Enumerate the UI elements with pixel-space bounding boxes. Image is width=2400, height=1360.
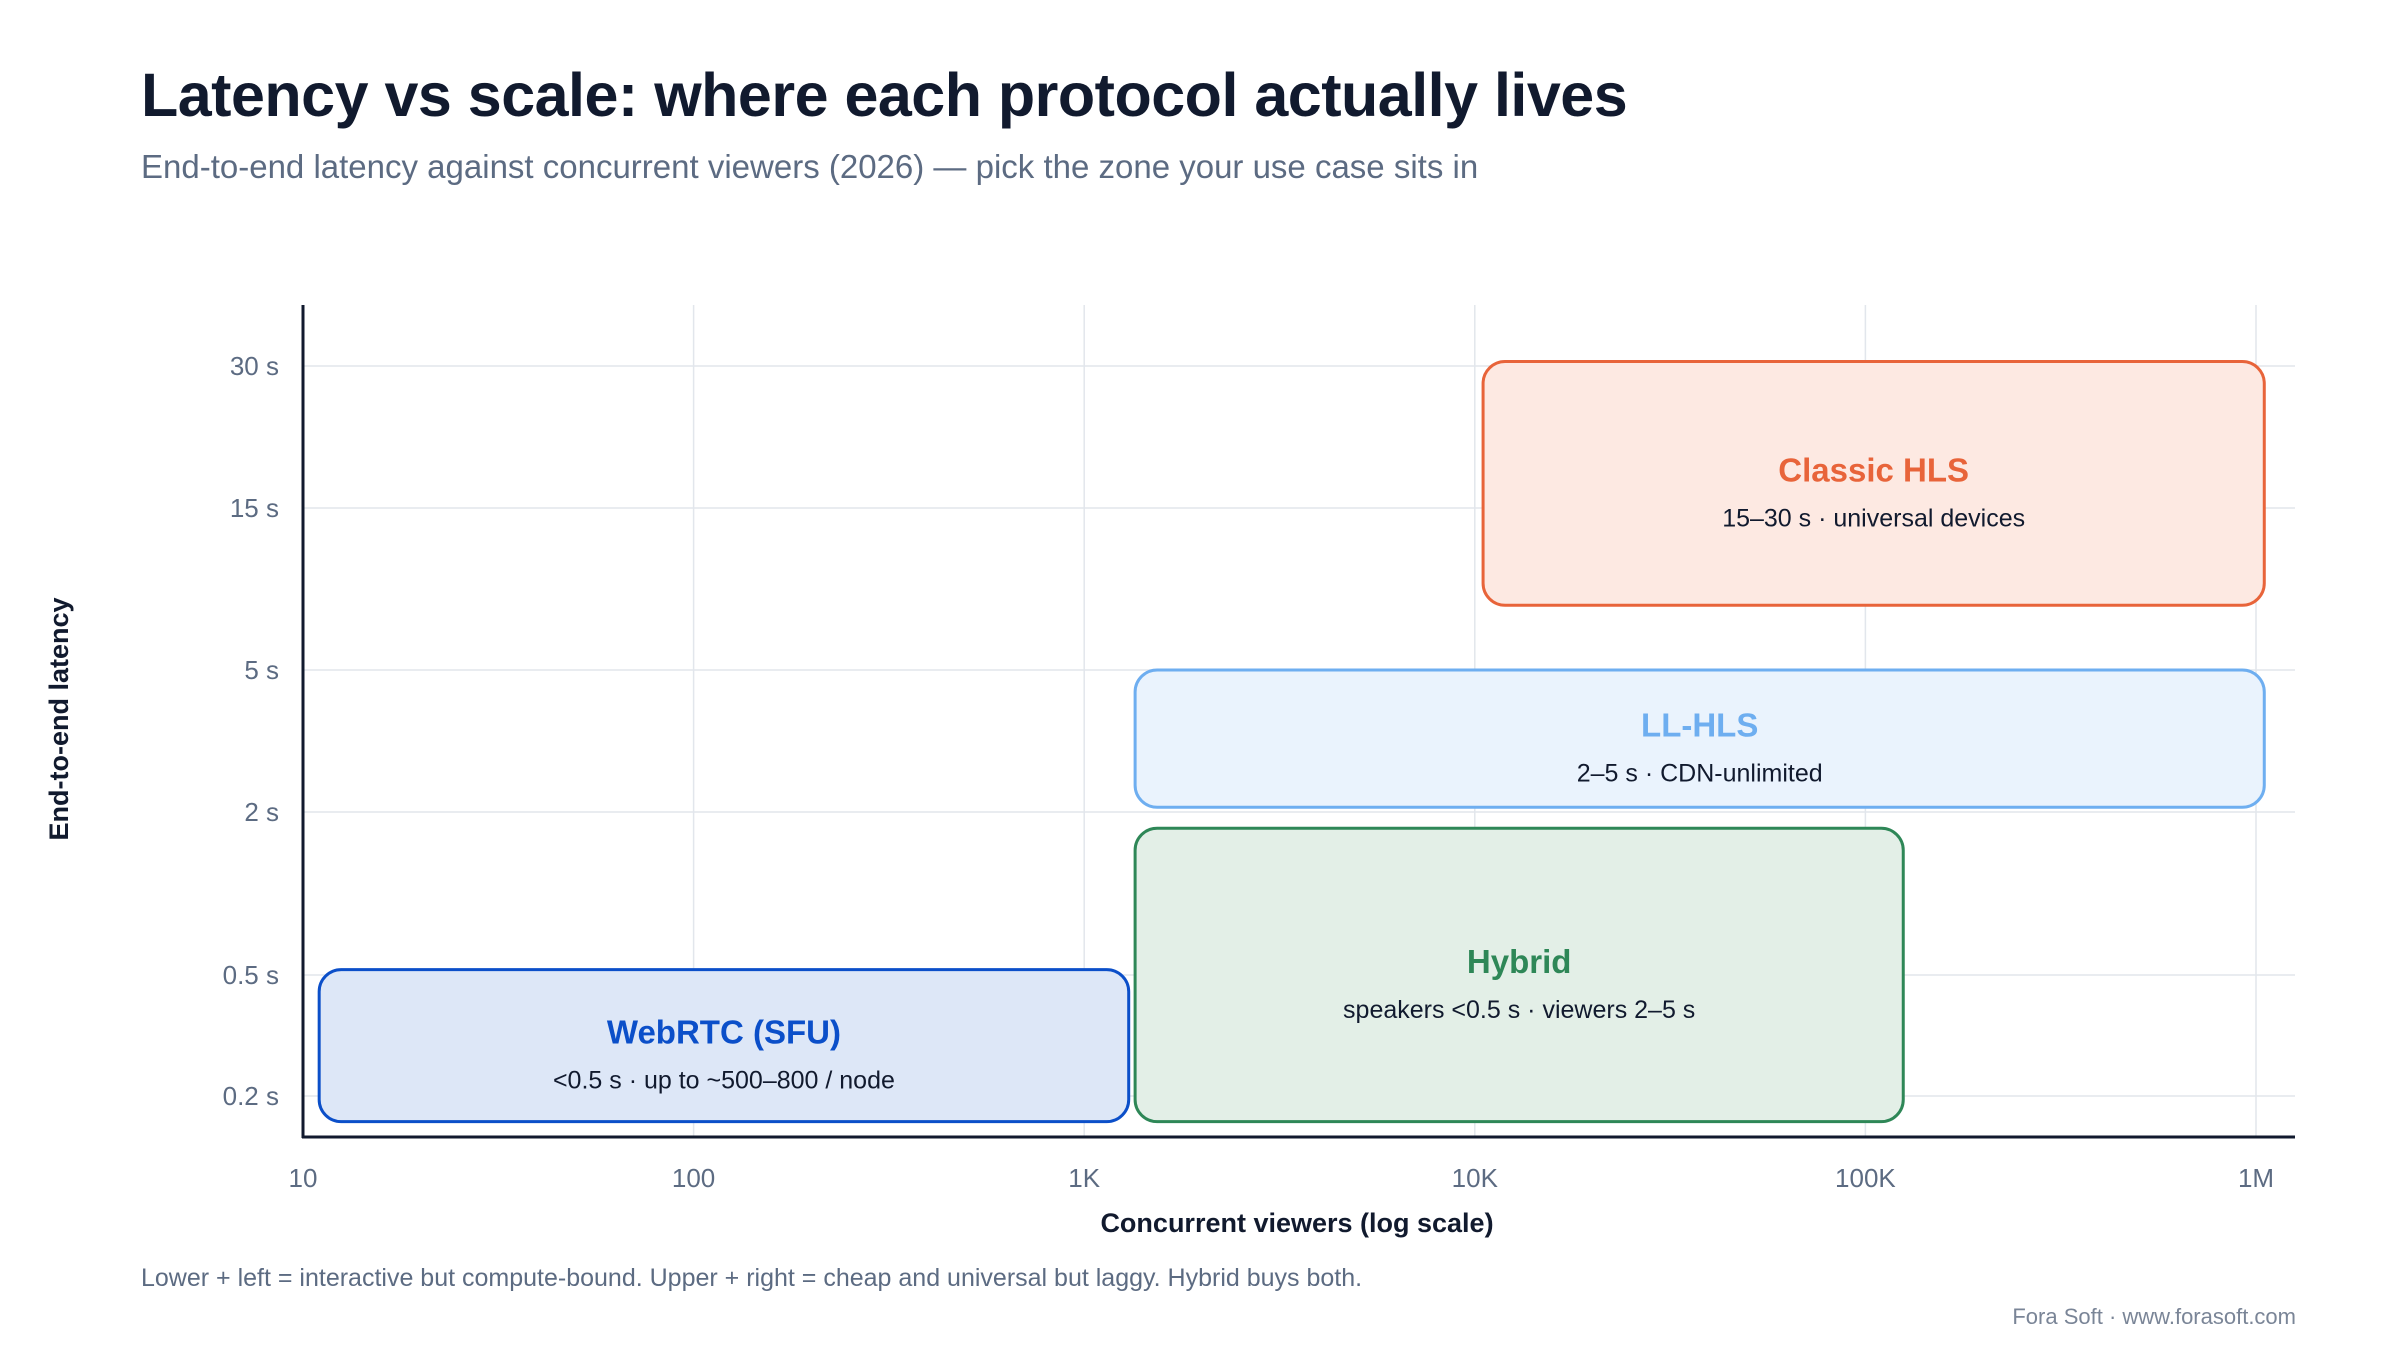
y-tick-label: 30 s — [230, 351, 279, 381]
zone-name-classic-hls: Classic HLS — [1778, 451, 1969, 488]
zone-box-webrtc-sfu — [317, 968, 1131, 1124]
zone-detail-ll-hls: 2–5 s · CDN-unlimited — [1577, 760, 1823, 788]
y-tick-label: 2 s — [244, 797, 279, 827]
zone-hybrid: Hybrid speakers <0.5 s · viewers 2–5 s — [1133, 826, 1905, 1124]
x-tick-label: 10K — [1452, 1163, 1499, 1193]
x-tick-label: 100 — [672, 1163, 715, 1193]
x-tick-label: 1M — [2238, 1163, 2274, 1193]
zone-name-webrtc-sfu: WebRTC (SFU) — [607, 1014, 841, 1051]
zone-detail-hybrid: speakers <0.5 s · viewers 2–5 s — [1343, 996, 1695, 1024]
zone-name-hybrid: Hybrid — [1467, 943, 1572, 980]
zone-name-ll-hls: LL-HLS — [1641, 707, 1758, 744]
credit: Fora Soft · www.forasoft.com — [2012, 1304, 2296, 1329]
x-axis-title: Concurrent viewers (log scale) — [1100, 1208, 1493, 1238]
zone-ll-hls: LL-HLS 2–5 s · CDN-unlimited — [1133, 668, 2266, 809]
y-tick-label: 0.2 s — [223, 1081, 279, 1111]
y-tick-label: 15 s — [230, 493, 279, 523]
zone-detail-webrtc-sfu: <0.5 s · up to ~500–800 / node — [553, 1067, 895, 1095]
footnote: Lower + left = interactive but compute-b… — [141, 1264, 1363, 1292]
chart-subtitle: End-to-end latency against concurrent vi… — [141, 148, 1479, 185]
chart-title: Latency vs scale: where each protocol ac… — [141, 61, 1628, 129]
zone-detail-classic-hls: 15–30 s · universal devices — [1722, 504, 2025, 532]
zone-classic-hls: Classic HLS 15–30 s · universal devices — [1481, 360, 2266, 607]
zone-webrtc-sfu: WebRTC (SFU) <0.5 s · up to ~500–800 / no… — [317, 968, 1131, 1124]
tick-labels: 10 100 1K 10K 100K 1M 0.2 s 0.5 s 2 s 5 s 15 s 30 s — [223, 351, 2274, 1193]
x-tick-label: 100K — [1835, 1163, 1896, 1193]
protocol-zones: WebRTC (SFU) <0.5 s · up to ~500–800 / no… — [317, 360, 2266, 1124]
axes — [301, 305, 2295, 1139]
zone-box-classic-hls — [1481, 360, 2266, 607]
zone-box-hybrid — [1133, 826, 1905, 1124]
y-axis-title: End-to-end latency — [44, 597, 74, 840]
x-tick-label: 10 — [289, 1163, 318, 1193]
x-tick-label: 1K — [1068, 1163, 1100, 1193]
zone-box-ll-hls — [1133, 668, 2266, 809]
y-tick-label: 0.5 s — [223, 960, 279, 990]
y-tick-label: 5 s — [244, 655, 279, 685]
